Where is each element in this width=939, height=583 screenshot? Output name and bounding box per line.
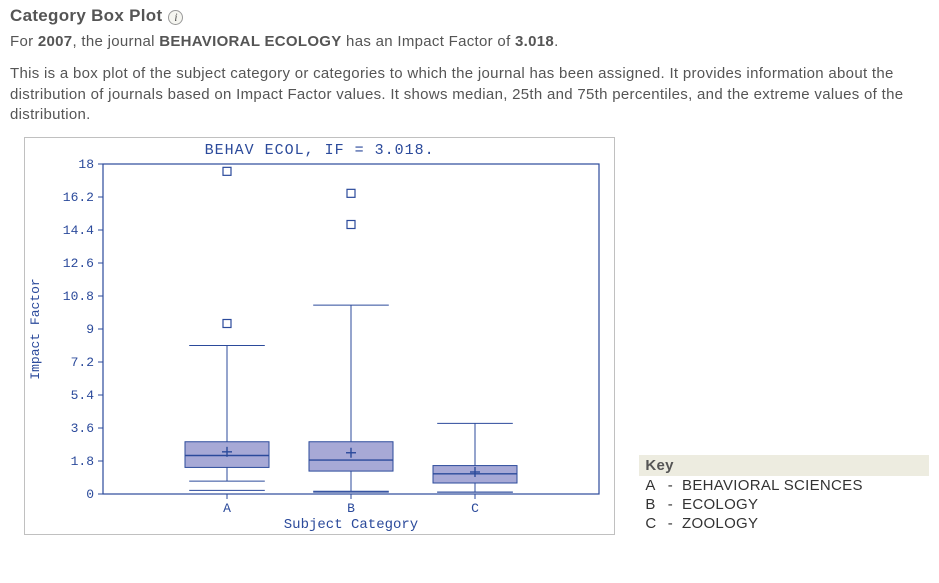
year: 2007	[38, 33, 73, 50]
legend-label: ZOOLOGY	[682, 515, 758, 532]
legend-label: BEHAVIORAL SCIENCES	[682, 477, 863, 494]
svg-text:12.6: 12.6	[63, 256, 94, 271]
journal-name: BEHAVIORAL ECOLOGY	[159, 33, 341, 50]
svg-text:0: 0	[86, 487, 94, 502]
legend-sep: -	[663, 477, 677, 494]
legend-item: A - BEHAVIORAL SCIENCES	[639, 476, 929, 495]
svg-text:3.6: 3.6	[71, 421, 94, 436]
legend-sep: -	[663, 515, 677, 532]
intro-sentence-1: For 2007, the journal BEHAVIORAL ECOLOGY…	[10, 32, 929, 52]
text: has an Impact Factor of	[342, 33, 515, 50]
svg-text:Subject Category: Subject Category	[284, 517, 418, 533]
legend-code: B	[645, 496, 663, 513]
legend-item: B - ECOLOGY	[639, 495, 929, 514]
legend-code: C	[645, 515, 663, 532]
svg-text:16.2: 16.2	[63, 190, 94, 205]
legend: Key A - BEHAVIORAL SCIENCES B - ECOLOGY …	[639, 455, 929, 535]
intro-sentence-2: This is a box plot of the subject catego…	[10, 64, 929, 125]
impact-factor-value: 3.018	[515, 33, 554, 50]
svg-text:5.4: 5.4	[71, 388, 95, 403]
svg-text:1.8: 1.8	[71, 454, 94, 469]
svg-text:B: B	[347, 501, 355, 516]
info-icon[interactable]: i	[168, 10, 183, 25]
text: , the journal	[72, 33, 159, 50]
legend-label: ECOLOGY	[682, 496, 758, 513]
svg-text:10.8: 10.8	[63, 289, 94, 304]
text: For	[10, 33, 38, 50]
svg-text:C: C	[471, 501, 479, 516]
svg-text:A: A	[223, 501, 231, 516]
page-title: Category Box Plot	[10, 6, 162, 26]
legend-code: A	[645, 477, 663, 494]
svg-text:18: 18	[78, 157, 94, 172]
boxplot-svg: 0 1.8 3.6 5.4 7.2 9 10.8 12.6 14.4 16.2 18 A B C Subje…	[25, 138, 615, 534]
svg-text:Impact Factor: Impact Factor	[28, 278, 43, 379]
legend-sep: -	[663, 496, 677, 513]
legend-item: C - ZOOLOGY	[639, 514, 929, 533]
boxplot-card: BEHAV ECOL, IF = 3.018. 01.83.65.47.2910…	[24, 137, 615, 535]
svg-text:9: 9	[86, 322, 94, 337]
svg-text:7.2: 7.2	[71, 355, 94, 370]
text: .	[554, 33, 558, 50]
legend-header: Key	[639, 455, 929, 476]
svg-text:14.4: 14.4	[63, 223, 94, 238]
